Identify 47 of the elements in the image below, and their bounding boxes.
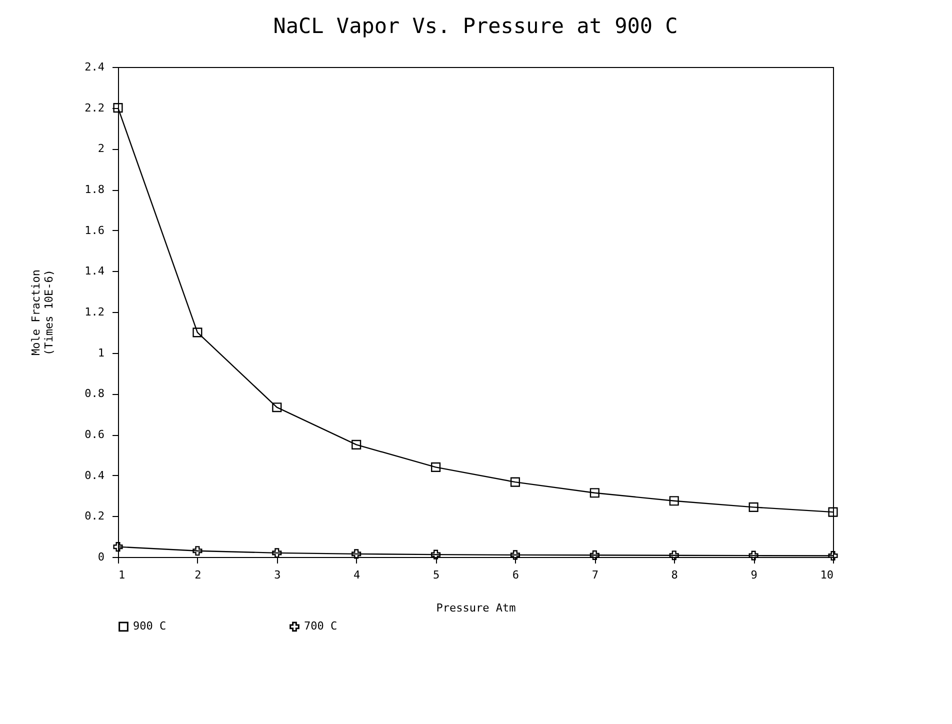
point: [352, 549, 362, 559]
y-tick-label: 0.4: [84, 468, 105, 482]
point: [272, 548, 282, 558]
point: [272, 402, 282, 412]
x-tick-label: 6: [512, 568, 520, 582]
x-tick-label: 7: [592, 568, 598, 582]
point: [748, 502, 758, 512]
point: [430, 462, 441, 472]
point: [669, 550, 679, 560]
point: [828, 550, 838, 561]
x-tick-label: 8: [671, 568, 678, 582]
point: [748, 550, 758, 560]
chart-title: NaCL Vapor Vs. Pressure at 900 C: [273, 14, 678, 38]
x-tick-label: 10: [820, 568, 834, 582]
y-tick-label: 1: [98, 346, 104, 360]
point: [192, 328, 202, 338]
point: [590, 550, 600, 560]
y-tick-label: 1.8: [84, 183, 104, 196]
x-tick-label: 1: [118, 568, 126, 582]
legend-label: 700 C: [304, 620, 338, 633]
y-tick-label: 1.4: [84, 264, 105, 278]
point: [352, 440, 362, 450]
y-tick-label: 0.2: [84, 510, 104, 523]
y-tick-label: 0.6: [84, 428, 104, 441]
x-axis-title: Pressure Atm: [436, 602, 516, 614]
y-tick-label: 2: [98, 142, 104, 156]
x-tick-label: 3: [274, 568, 281, 582]
point: [430, 550, 441, 560]
y-tick-label: 1.6: [84, 224, 104, 237]
point: [510, 550, 520, 560]
x-tick-label: 2: [194, 568, 202, 582]
y-tick-label: 1.2: [84, 306, 104, 318]
y-axis-title: Mole Fraction (Times 10E-6): [30, 269, 56, 356]
point: [192, 546, 202, 556]
point: [113, 542, 123, 552]
y-tick-label: 2.4: [84, 60, 105, 74]
legend-label: 900 C: [133, 620, 166, 633]
y-tick-label: 0.8: [84, 387, 104, 400]
x-tick-label: 5: [432, 568, 440, 582]
x-tick-label: 4: [354, 568, 361, 582]
point: [510, 477, 520, 487]
y-tick-label: 2.2: [84, 101, 104, 114]
point: [590, 488, 600, 498]
point: [669, 496, 679, 506]
y-tick-label: 0: [98, 550, 104, 564]
x-tick-label: 9: [750, 568, 758, 582]
point: [828, 507, 838, 517]
